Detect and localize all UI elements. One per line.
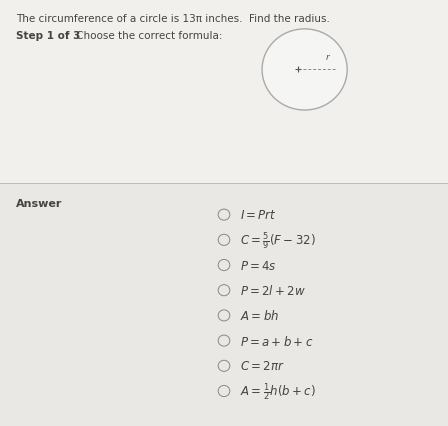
Text: $A = bh$: $A = bh$ bbox=[240, 309, 279, 322]
Text: $P = 2l + 2w$: $P = 2l + 2w$ bbox=[240, 284, 306, 297]
Circle shape bbox=[262, 30, 347, 111]
Text: $C = \frac{5}{9}(F - 32)$: $C = \frac{5}{9}(F - 32)$ bbox=[240, 230, 315, 251]
Text: $C = 2\pi r$: $C = 2\pi r$ bbox=[240, 360, 284, 372]
Text: $I = Prt$: $I = Prt$ bbox=[240, 209, 276, 222]
Text: :  Choose the correct formula:: : Choose the correct formula: bbox=[66, 31, 222, 40]
Bar bbox=[0, 183, 448, 426]
Text: $P = 4s$: $P = 4s$ bbox=[240, 259, 276, 272]
Text: r: r bbox=[326, 52, 330, 61]
Text: The circumference of a circle is 13π inches.  Find the radius.: The circumference of a circle is 13π inc… bbox=[16, 14, 330, 23]
Text: $P = a + b + c$: $P = a + b + c$ bbox=[240, 334, 313, 348]
Text: Step 1 of 3: Step 1 of 3 bbox=[16, 31, 80, 40]
Bar bbox=[0, 0, 448, 183]
Text: Answer: Answer bbox=[16, 198, 62, 208]
Text: $A = \frac{1}{2}h(b + c)$: $A = \frac{1}{2}h(b + c)$ bbox=[240, 380, 315, 402]
